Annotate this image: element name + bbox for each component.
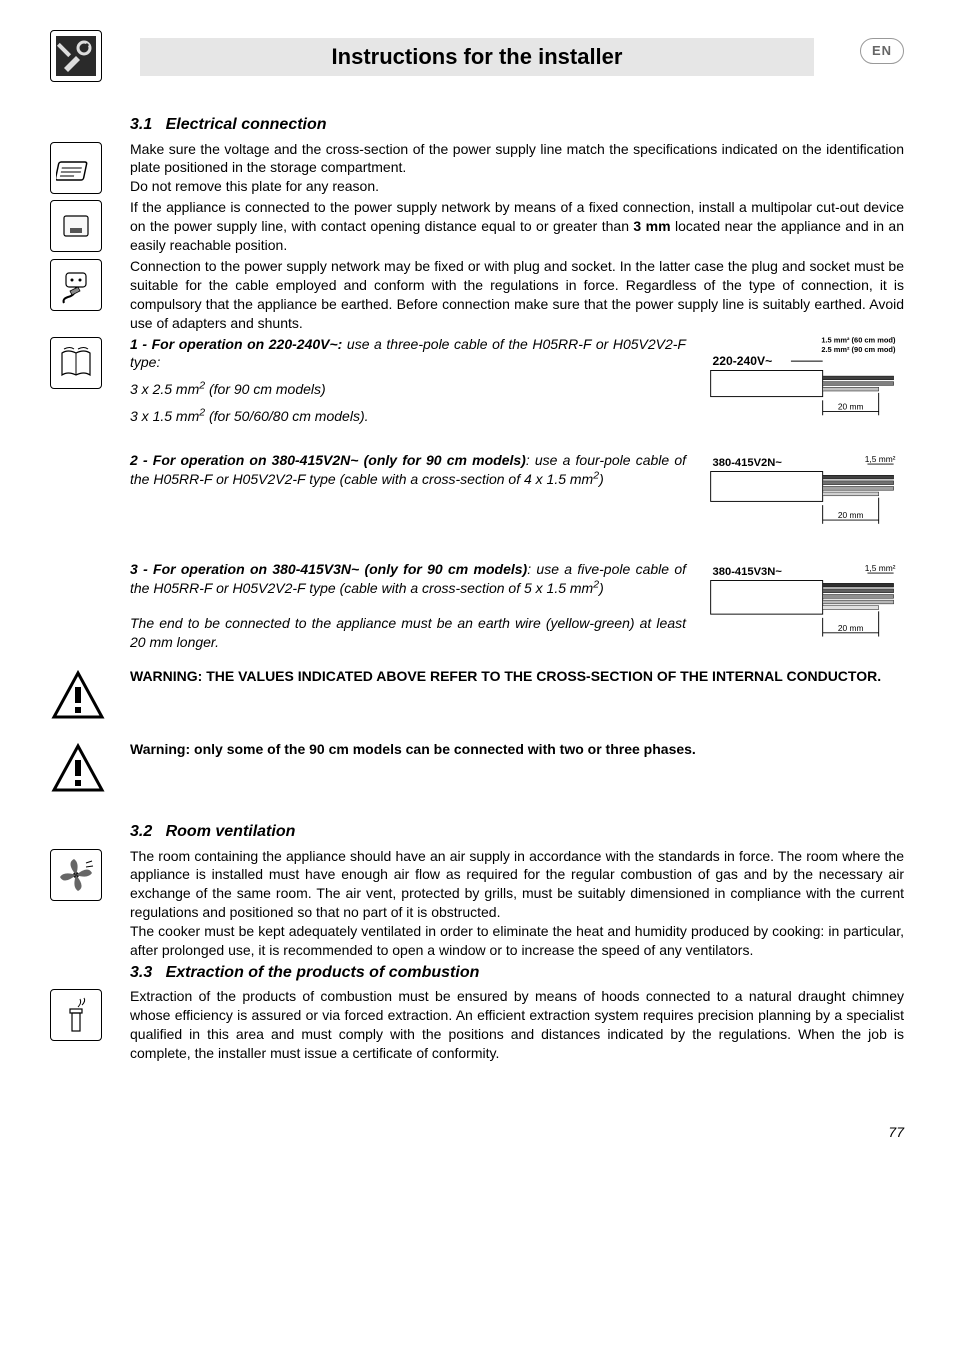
section-3-2: 3.2 Room ventilation — [50, 821, 904, 845]
manual-icon — [50, 337, 102, 389]
cable-diagram-2: 1,5 mm² 380-415V2N~ 20 mm — [704, 451, 904, 535]
switch-icon — [50, 200, 102, 252]
fan-icon — [50, 849, 102, 901]
cable-op2: 2 - For operation on 380-415V2N~ (only f… — [130, 451, 686, 552]
svg-text:220-240V~: 220-240V~ — [713, 353, 773, 367]
page-title: Instructions for the installer — [140, 38, 814, 76]
section-3-1: 3.1 Electrical connection — [50, 114, 904, 138]
svg-text:20 mm: 20 mm — [838, 511, 864, 521]
para: If the appliance is connected to the pow… — [130, 198, 904, 255]
tools-icon — [50, 30, 102, 82]
plug-icon — [50, 259, 102, 311]
plate-icon — [50, 142, 102, 194]
svg-text:380-415V2N~: 380-415V2N~ — [713, 457, 783, 469]
section-title: Electrical connection — [166, 116, 327, 133]
svg-text:2.5 mm² (90 cm mod): 2.5 mm² (90 cm mod) — [821, 344, 896, 353]
svg-text:380-415V3N~: 380-415V3N~ — [713, 566, 783, 578]
chimney-icon — [50, 989, 102, 1041]
warning-text: Warning: only some of the 90 cm models c… — [130, 740, 904, 759]
warning-icon — [50, 669, 106, 725]
warning-icon — [50, 742, 106, 798]
cable-op3: 3 - For operation on 380-415V3N~ (only f… — [130, 560, 686, 661]
cable-op1: 1 - For operation on 220-240V~: use a th… — [130, 335, 686, 436]
lang-badge: EN — [860, 38, 904, 64]
para: The room containing the appliance should… — [130, 847, 904, 960]
svg-text:20 mm: 20 mm — [838, 623, 864, 633]
page-number: 77 — [50, 1123, 904, 1142]
svg-text:1,5 mm²: 1,5 mm² — [865, 455, 896, 465]
svg-text:1,5 mm²: 1,5 mm² — [865, 563, 896, 573]
svg-text:1.5 mm² (60 cm mod): 1.5 mm² (60 cm mod) — [821, 335, 896, 344]
page-header: Instructions for the installer EN — [50, 30, 904, 86]
cable-diagram-1: 1.5 mm² (60 cm mod) 2.5 mm² (90 cm mod) … — [704, 335, 904, 419]
para: Make sure the voltage and the cross-sect… — [130, 140, 904, 197]
section-num: 3.1 — [130, 116, 152, 133]
section-3-3: 3.3 Extraction of the products of combus… — [50, 962, 904, 986]
svg-text:20 mm: 20 mm — [838, 401, 864, 411]
para: Extraction of the products of combustion… — [130, 987, 904, 1063]
cable-diagram-3: 1,5 mm² 380-415V3N~ 20 mm — [704, 560, 904, 644]
para: Connection to the power supply network m… — [130, 257, 904, 333]
warning-text: WARNING: THE VALUES INDICATED ABOVE REFE… — [130, 667, 904, 686]
